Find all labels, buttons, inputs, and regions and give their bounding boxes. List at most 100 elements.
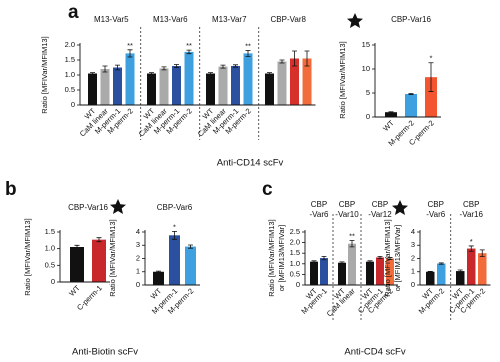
- y-tick-label: 1: [136, 267, 140, 276]
- y-tick-label: 15: [362, 40, 370, 49]
- group-title: CBP-Var16: [68, 203, 108, 212]
- star-icon: [347, 13, 363, 28]
- panel-letter: b: [5, 179, 17, 200]
- error-bar: [479, 249, 485, 257]
- y-tick-label: 0.5: [65, 85, 75, 94]
- bar: [302, 58, 312, 105]
- y-tick-label: 2: [411, 253, 415, 262]
- bar: [153, 271, 164, 285]
- error-bar: [127, 49, 133, 58]
- bar: [376, 257, 384, 285]
- bar: [243, 53, 253, 105]
- significance-label: **: [186, 41, 192, 50]
- y-tick-label: 2.0: [290, 238, 300, 247]
- error-bar: [292, 50, 297, 67]
- bar: [125, 53, 135, 105]
- y-tick-label: 1: [411, 267, 415, 276]
- y-tick-label: 2.5: [290, 227, 300, 236]
- error-bar: [245, 50, 251, 57]
- error-bar: [188, 244, 193, 249]
- error-bar: [428, 62, 434, 92]
- group-title: -Var12: [368, 210, 392, 219]
- y-tick-label: 0: [136, 280, 140, 289]
- panel-caption: Anti-Biotin scFv: [72, 347, 138, 358]
- group-title: CBP: [339, 200, 355, 209]
- y-tick-label: 1.0: [65, 70, 75, 79]
- bar: [456, 271, 465, 285]
- error-bar: [377, 255, 383, 259]
- y-tick-label: 0.5: [290, 269, 300, 278]
- error-bar: [74, 244, 80, 250]
- y-tick-label: 5: [366, 88, 370, 97]
- error-bar: [438, 262, 444, 265]
- bar: [386, 258, 394, 285]
- significance-label: *: [470, 237, 473, 246]
- group-title: -Var6: [310, 210, 330, 219]
- error-bar: [161, 66, 167, 71]
- error-bar: [304, 50, 310, 67]
- bar: [206, 73, 215, 105]
- y-tick-label: 3: [411, 240, 415, 249]
- bar: [92, 239, 106, 282]
- bar: [70, 247, 84, 282]
- group-title: CBP: [372, 200, 388, 209]
- group-title: -Var6: [426, 210, 446, 219]
- y-tick-label: 2: [136, 253, 140, 262]
- bar: [172, 66, 181, 105]
- y-tick-label: 0: [366, 112, 370, 121]
- y-axis-label: Ratio [MFIVar/MFIM13]: [40, 36, 49, 113]
- y-tick-label: 1.5: [45, 227, 55, 236]
- bar: [88, 73, 97, 105]
- error-bar: [339, 261, 345, 264]
- group-title: CBP: [311, 200, 327, 209]
- error-bar: [388, 111, 394, 114]
- bar: [113, 67, 122, 105]
- group-title: CBP: [428, 200, 444, 209]
- group-title: CBP-Var8: [271, 15, 307, 24]
- y-axis-label: Ratio [MFIVar/MFIM13]: [23, 218, 32, 295]
- bar: [310, 261, 318, 285]
- significance-label: *: [430, 54, 433, 63]
- error-bar: [96, 237, 102, 243]
- bar: [218, 66, 228, 105]
- y-tick-label: 1.0: [290, 259, 300, 268]
- y-axis-label: or [MFIM13/MFIVar]: [393, 225, 402, 292]
- error-bar: [149, 72, 154, 75]
- y-axis-label: or [MFIM13/MFIVar]: [277, 225, 286, 292]
- star-icon: [110, 199, 126, 214]
- bar: [231, 66, 240, 105]
- y-tick-label: 4: [136, 227, 140, 236]
- bar: [478, 253, 487, 285]
- error-bar: [174, 64, 179, 68]
- error-bar: [321, 255, 327, 261]
- bar: [338, 262, 346, 285]
- y-axis-label: Ratio [MFIVar/MFIM13]: [108, 219, 117, 296]
- y-tick-label: 1.5: [290, 248, 300, 257]
- bar: [147, 73, 156, 105]
- bar: [277, 61, 287, 105]
- y-axis-label: Ratio [MFIVar/MFIM13]: [383, 219, 392, 296]
- y-tick-label: 4: [411, 227, 415, 236]
- y-tick-label: 1.5: [65, 55, 75, 64]
- bar: [159, 68, 169, 105]
- error-bar: [172, 230, 177, 240]
- error-bar: [186, 49, 192, 55]
- error-bar: [427, 270, 433, 273]
- group-title: CBP-Var6: [157, 203, 193, 212]
- star-icon: [392, 200, 408, 215]
- error-bar: [208, 72, 213, 75]
- y-axis-label: Ratio [MFIVar/MFIM13]: [338, 41, 347, 118]
- significance-label: **: [127, 41, 133, 50]
- y-tick-label: 0: [71, 100, 75, 109]
- bar: [426, 271, 435, 285]
- error-bar: [349, 240, 355, 248]
- y-tick-label: 0: [51, 277, 55, 286]
- error-bar: [367, 260, 373, 263]
- panel-letter: c: [262, 179, 273, 200]
- bar: [348, 243, 356, 285]
- y-tick-label: 10: [362, 64, 370, 73]
- bar: [290, 58, 299, 105]
- error-bar: [387, 257, 393, 260]
- group-title: -Var10: [335, 210, 359, 219]
